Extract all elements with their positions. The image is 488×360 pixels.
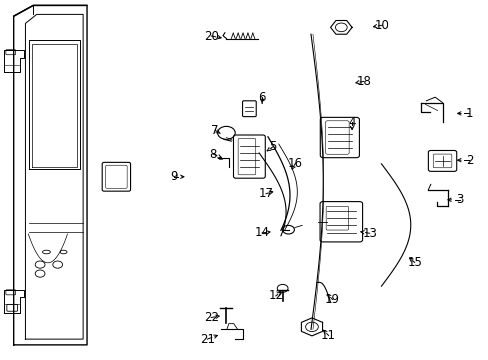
Text: 22: 22 (203, 311, 218, 324)
Text: 11: 11 (321, 329, 335, 342)
Text: 8: 8 (209, 148, 217, 161)
Text: 7: 7 (211, 124, 219, 137)
Text: 16: 16 (287, 157, 302, 170)
Text: 2: 2 (465, 154, 472, 167)
Text: 9: 9 (170, 170, 178, 183)
Text: 18: 18 (356, 75, 370, 88)
Text: 10: 10 (374, 19, 389, 32)
Text: 4: 4 (347, 116, 355, 129)
Text: 3: 3 (455, 193, 463, 206)
Text: 17: 17 (258, 187, 273, 200)
Text: 12: 12 (268, 289, 283, 302)
Text: 5: 5 (268, 140, 276, 153)
Text: 6: 6 (258, 91, 265, 104)
Text: 21: 21 (200, 333, 214, 346)
Text: 15: 15 (407, 256, 421, 269)
Text: 19: 19 (325, 293, 339, 306)
Text: 1: 1 (465, 107, 472, 120)
Text: 13: 13 (362, 227, 376, 240)
Text: 20: 20 (203, 30, 218, 42)
Text: 14: 14 (254, 226, 269, 239)
